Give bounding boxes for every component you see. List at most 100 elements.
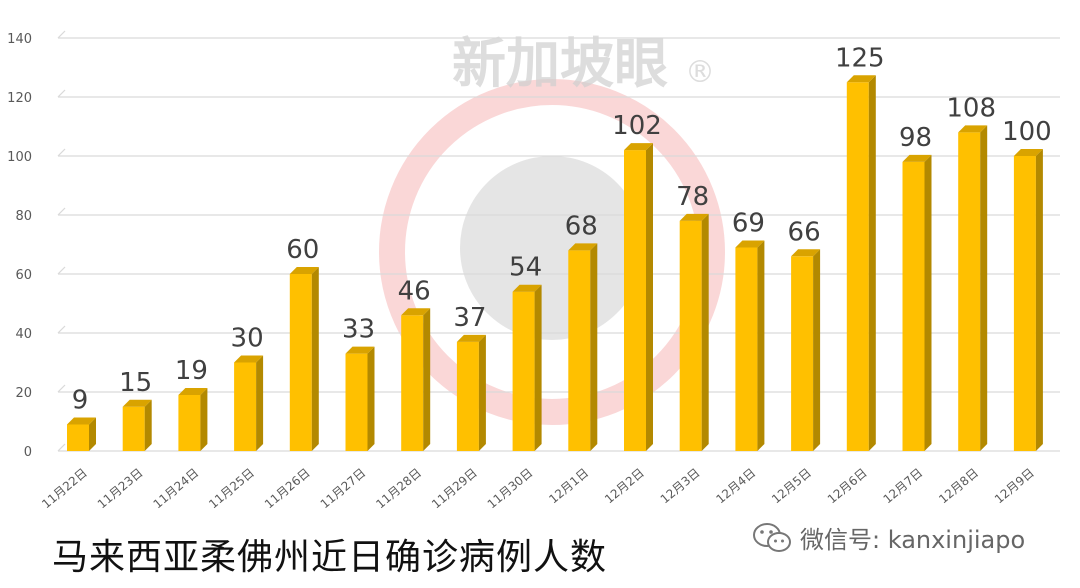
bar-side bbox=[590, 243, 598, 451]
bar-front bbox=[958, 132, 981, 451]
bar-front bbox=[568, 250, 591, 451]
y-axis-ticks: 0 20 40 60 80 100 120 140 bbox=[7, 32, 32, 460]
gridline-depth bbox=[57, 89, 66, 98]
data-label: 78 bbox=[676, 182, 709, 212]
data-label: 15 bbox=[119, 368, 152, 398]
x-tick-label: 12月9日 bbox=[992, 466, 1037, 507]
x-tick-label: 12月4日 bbox=[713, 466, 758, 507]
y-tick-label: 120 bbox=[7, 91, 32, 106]
x-tick-label: 11月23日 bbox=[95, 466, 146, 512]
bar-front bbox=[846, 82, 869, 451]
x-tick-label: 11月26日 bbox=[262, 466, 313, 512]
bar-side bbox=[646, 143, 653, 451]
bar bbox=[568, 243, 598, 451]
watermark-disc bbox=[460, 156, 644, 340]
bar-front bbox=[178, 394, 201, 451]
bar-side bbox=[311, 267, 319, 451]
x-tick-label: 11月25日 bbox=[206, 466, 257, 512]
x-tick-label: 12月8日 bbox=[936, 466, 981, 507]
bar bbox=[122, 399, 152, 451]
bar-front bbox=[679, 220, 702, 451]
x-tick-label: 11月30日 bbox=[485, 466, 536, 512]
y-tick-label: 40 bbox=[15, 327, 32, 342]
bar-side bbox=[813, 249, 821, 451]
gridline-depth bbox=[57, 266, 66, 275]
bar-front bbox=[512, 291, 535, 451]
x-tick-label: 12月6日 bbox=[825, 466, 870, 507]
bar-front bbox=[234, 362, 257, 451]
wechat-icon bbox=[753, 522, 791, 552]
bar bbox=[958, 125, 988, 452]
bar-top bbox=[791, 249, 821, 257]
watermark-registered-mark: ® bbox=[685, 55, 715, 90]
data-label: 102 bbox=[612, 111, 662, 141]
bar-top bbox=[289, 267, 319, 274]
data-label: 69 bbox=[732, 208, 765, 238]
bar bbox=[401, 308, 431, 451]
data-label: 100 bbox=[1002, 117, 1052, 147]
bar bbox=[67, 417, 96, 451]
bar bbox=[679, 213, 709, 451]
gridline-depth bbox=[57, 443, 66, 452]
y-tick-label: 140 bbox=[7, 32, 32, 47]
x-tick-label: 12月1日 bbox=[546, 466, 591, 507]
bar bbox=[624, 143, 653, 451]
bar-front bbox=[456, 341, 479, 451]
bar bbox=[178, 387, 208, 451]
bar-top bbox=[846, 75, 876, 83]
bar-top bbox=[234, 355, 264, 363]
data-label: 33 bbox=[342, 315, 375, 345]
x-tick-label: 11月29日 bbox=[429, 466, 480, 512]
bar bbox=[846, 75, 876, 451]
bar-side bbox=[367, 346, 375, 451]
x-tick-label: 12月7日 bbox=[880, 466, 925, 507]
bar-side bbox=[423, 308, 431, 451]
bar bbox=[512, 284, 542, 451]
x-axis-ticks: 11月22日 11月23日 11月24日 11月25日 11月26日 11月27日 11月2… bbox=[39, 466, 1037, 512]
gridline-depth bbox=[57, 30, 66, 39]
bar-top bbox=[178, 387, 208, 395]
bar-top bbox=[122, 399, 152, 407]
x-tick-label: 12月2日 bbox=[602, 466, 647, 507]
data-label: 60 bbox=[286, 235, 319, 265]
bar-front bbox=[67, 424, 89, 451]
bar-top bbox=[679, 213, 709, 221]
data-label: 9 bbox=[72, 385, 89, 415]
bar-side bbox=[534, 284, 542, 451]
bar-side bbox=[256, 355, 264, 451]
bar-front bbox=[401, 315, 424, 451]
bar-side bbox=[980, 125, 988, 452]
bar-front bbox=[1013, 156, 1036, 451]
bar-top bbox=[735, 240, 765, 248]
wechat-id: 微信号: kanxinjiapo bbox=[752, 520, 1025, 555]
bar-front bbox=[289, 274, 312, 451]
y-tick-label: 80 bbox=[15, 209, 32, 224]
gridlines bbox=[57, 30, 1060, 452]
watermark-text: 新加坡眼 bbox=[452, 32, 668, 95]
bar-front bbox=[122, 406, 145, 451]
bar-side bbox=[1035, 149, 1043, 451]
data-label: 19 bbox=[175, 356, 208, 386]
bars bbox=[67, 75, 1043, 452]
gridline-depth bbox=[57, 325, 66, 334]
data-label: 68 bbox=[565, 211, 598, 241]
data-label: 46 bbox=[398, 276, 431, 306]
watermark-ring bbox=[379, 79, 725, 425]
bar-top bbox=[67, 417, 96, 425]
bar-front bbox=[624, 150, 646, 451]
x-tick-label: 11月22日 bbox=[39, 466, 90, 512]
gridline-depth bbox=[57, 148, 66, 157]
bar-top bbox=[456, 334, 486, 342]
bar-top bbox=[624, 143, 653, 151]
bar-top bbox=[902, 154, 932, 162]
bar-top bbox=[401, 308, 431, 316]
watermark: 新加坡眼 ® bbox=[379, 32, 725, 425]
wechat-label: 微信号: kanxinjiapo bbox=[800, 526, 1026, 554]
bar-side bbox=[757, 240, 765, 451]
gridline-depth bbox=[57, 207, 66, 216]
bar-side bbox=[200, 387, 208, 451]
bar-top bbox=[512, 284, 542, 292]
data-label: 108 bbox=[946, 93, 996, 123]
bar-top bbox=[345, 346, 375, 354]
